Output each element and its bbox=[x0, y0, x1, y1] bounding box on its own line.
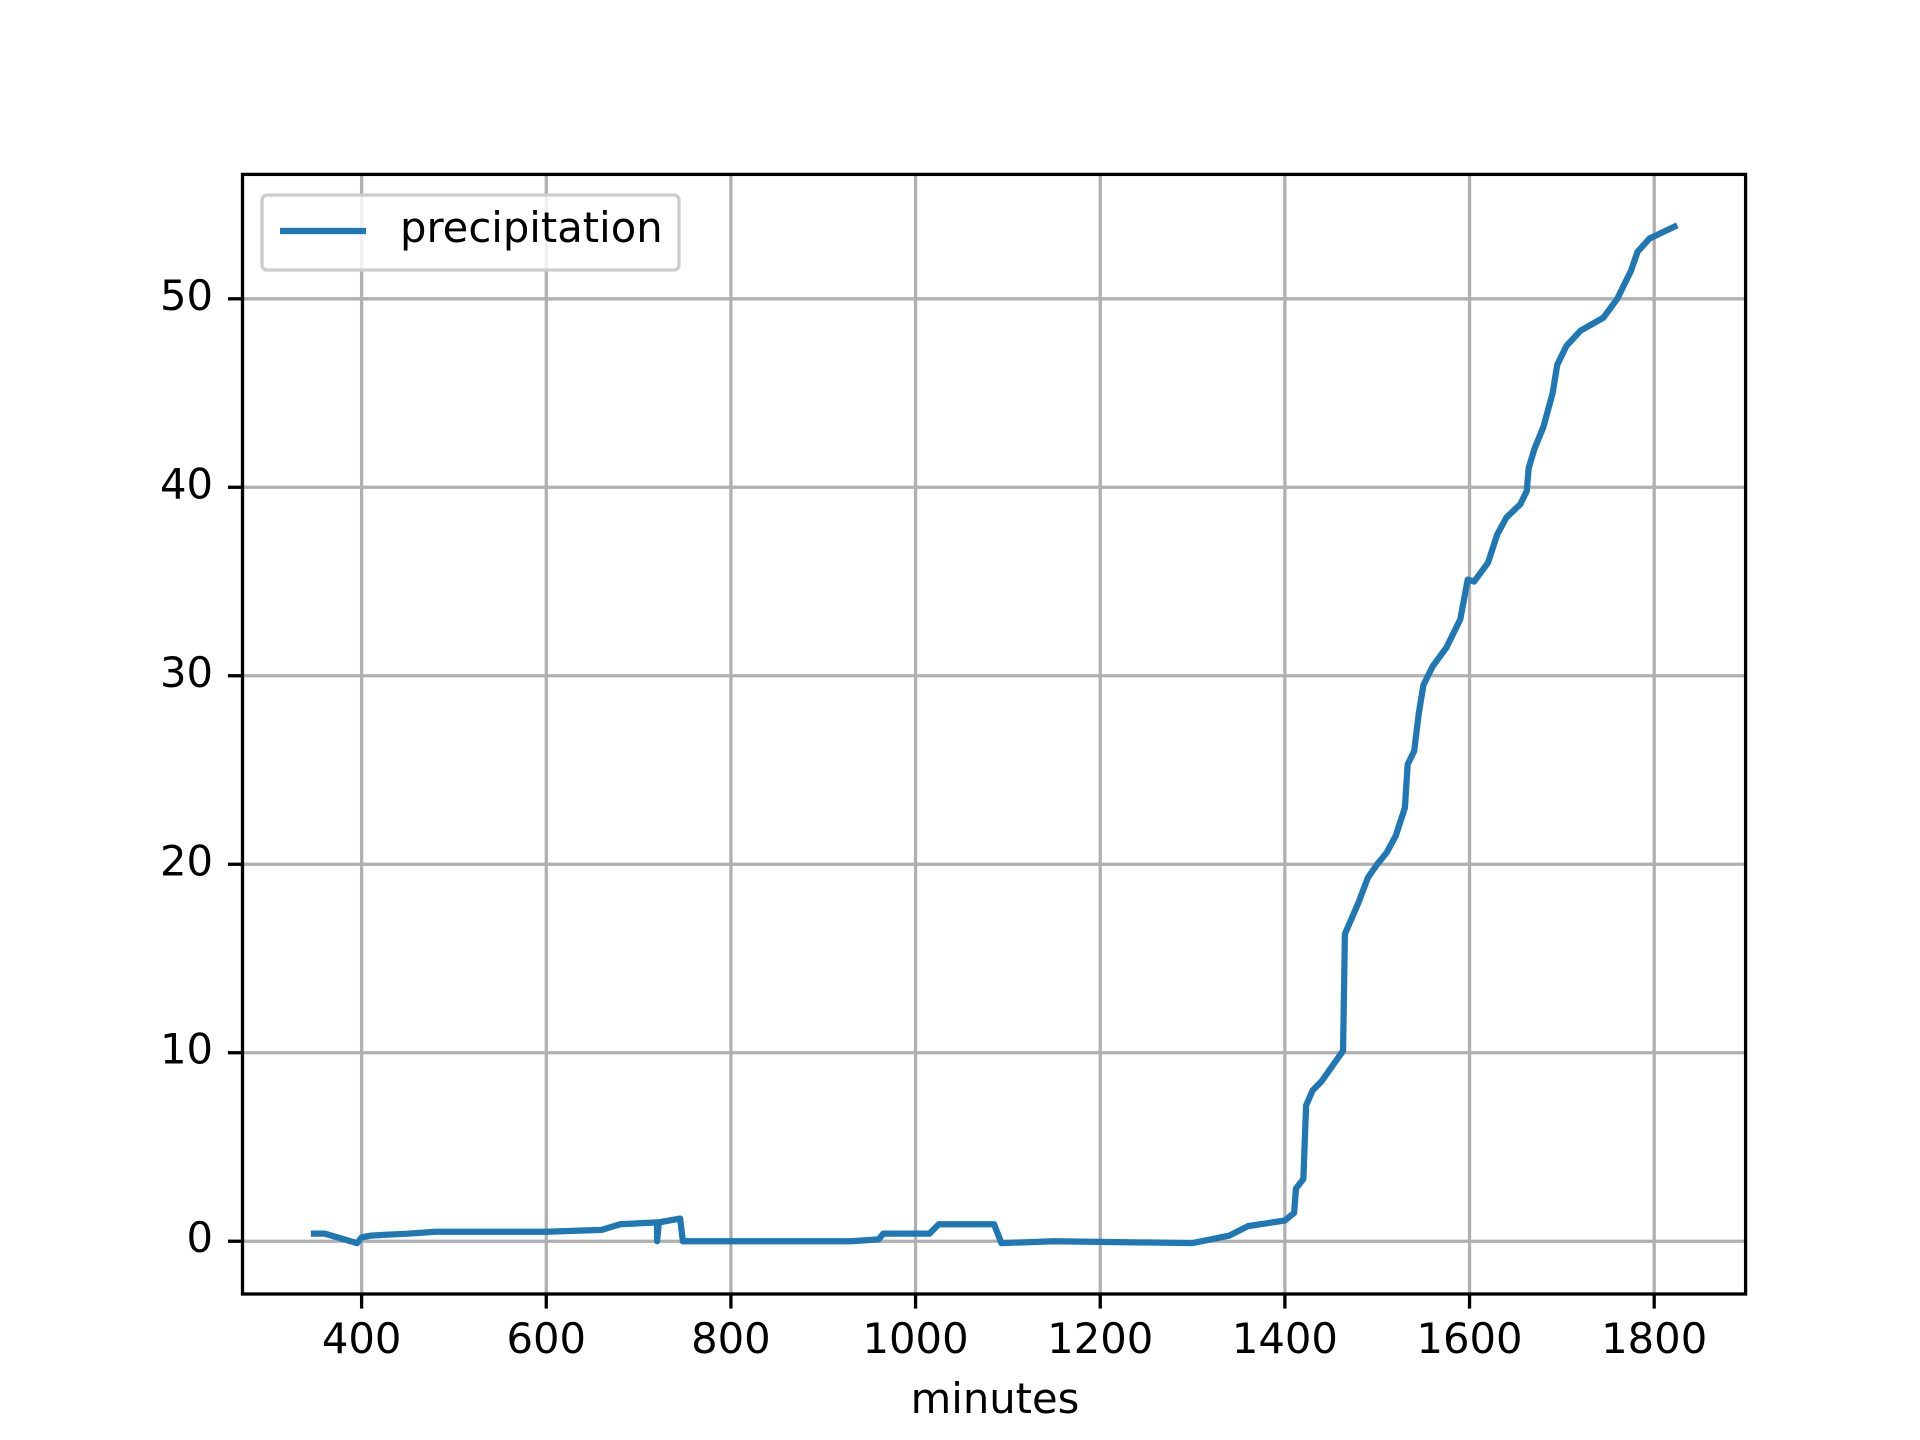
legend-box bbox=[260, 193, 681, 272]
y-tick-label: 0 bbox=[186, 1213, 213, 1262]
x-tick-label: 1200 bbox=[1047, 1314, 1153, 1363]
x-tick-label: 1400 bbox=[1232, 1314, 1338, 1363]
y-tick-label: 50 bbox=[160, 271, 213, 320]
x-tick-label: 800 bbox=[691, 1314, 771, 1363]
data-line bbox=[310, 222, 1679, 1247]
y-tick-label: 40 bbox=[160, 459, 213, 508]
x-tick-label: 1800 bbox=[1601, 1314, 1707, 1363]
y-tick-label: 10 bbox=[160, 1025, 213, 1074]
x-tick-label: 1000 bbox=[863, 1314, 969, 1363]
y-tick-label: 20 bbox=[160, 836, 213, 885]
x-tick-label: 600 bbox=[506, 1314, 586, 1363]
y-tick-label: 30 bbox=[160, 648, 213, 697]
x-tick-label: 1600 bbox=[1416, 1314, 1522, 1363]
plot-frame bbox=[240, 172, 1748, 1296]
x-tick-label: 400 bbox=[322, 1314, 402, 1363]
x-axis-label: minutes bbox=[911, 1374, 1080, 1423]
legend-label: precipitation bbox=[400, 203, 663, 252]
